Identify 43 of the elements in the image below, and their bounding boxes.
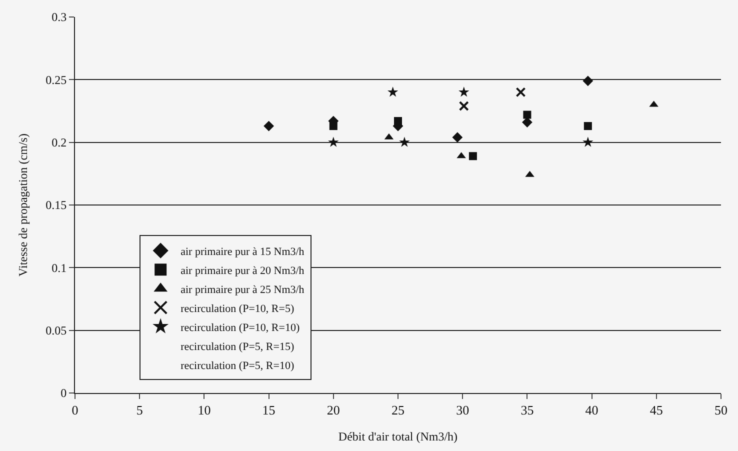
y-tick-label: 0 <box>60 386 67 400</box>
legend-label: air primaire pur à 15 Nm3/h <box>180 246 305 258</box>
legend-label: recirculation (P=10, R=5) <box>180 302 294 315</box>
point <box>399 136 410 147</box>
x-tick-label: 25 <box>392 402 404 418</box>
x-tick-label: 10 <box>198 402 211 418</box>
x-tick-label: 35 <box>520 402 534 418</box>
y-tick-label: 0.3 <box>52 10 67 24</box>
y-axis-title: Vitesse de propagation (cm/s) <box>16 134 30 276</box>
point <box>264 120 274 132</box>
point <box>394 117 402 126</box>
x-tick-label: 45 <box>650 402 663 418</box>
point <box>468 152 477 160</box>
point <box>458 86 470 97</box>
y-tick-label: 0.25 <box>46 72 67 87</box>
point <box>522 117 532 128</box>
point <box>582 76 594 86</box>
x-tick-label: 0 <box>72 402 78 418</box>
x-tick-label: 40 <box>585 402 598 418</box>
x-tick-label: 50 <box>714 402 728 418</box>
x-tick-label: 5 <box>136 402 143 418</box>
x-tick-label: 20 <box>326 402 340 418</box>
legend-label: recirculation (P=5, R=15) <box>180 340 294 353</box>
point <box>458 100 469 111</box>
y-tick-label: 0.05 <box>46 324 67 338</box>
x-tick-label: 30 <box>456 402 470 418</box>
point <box>328 136 339 147</box>
y-tick-label: 0.1 <box>52 260 67 275</box>
point <box>582 136 594 147</box>
legend-label: recirculation (P=5, R=10) <box>180 360 294 372</box>
point <box>452 132 463 143</box>
point <box>329 122 338 130</box>
point <box>388 86 398 97</box>
legend-label: air primaire pur à 20 Nm3/h <box>180 264 305 277</box>
point <box>516 87 526 98</box>
legend-label: air primaire pur à 25 Nm3/h <box>180 284 305 296</box>
y-tick-label: 0.15 <box>46 198 67 212</box>
x-axis-title: Débit d'air total (Nm3/h) <box>338 430 458 444</box>
x-tick-label: 15 <box>262 402 276 418</box>
y-tick-label: 0.2 <box>52 136 67 150</box>
legend-label: recirculation (P=10, R=10) <box>180 322 300 334</box>
point <box>523 110 532 119</box>
point <box>584 122 592 130</box>
